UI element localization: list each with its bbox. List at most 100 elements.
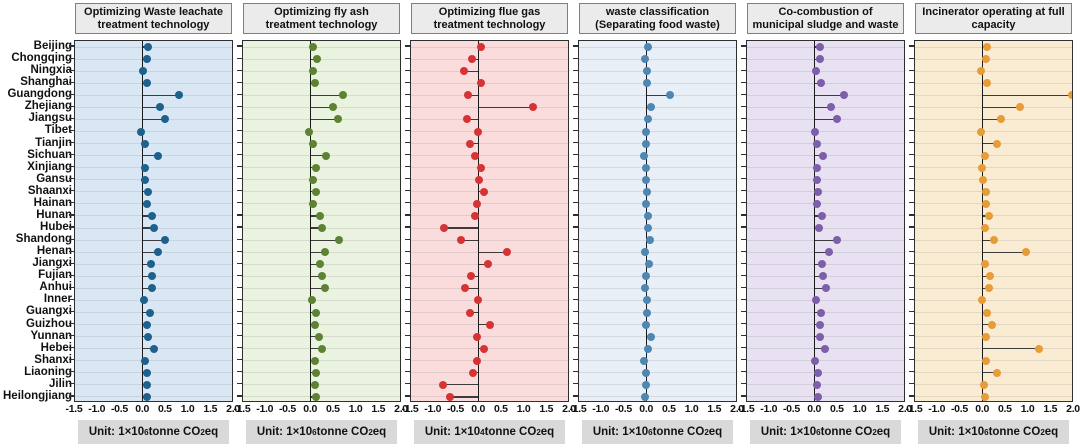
x-axis-tick-label: 1.0 [516,403,531,415]
gridline [579,167,736,169]
y-axis-tick [741,129,746,132]
gridline [579,118,736,120]
gridline [747,131,904,132]
x-axis-ticks: -1.5 -1.0 -0.5 0.0 0.5 1.0 1.5 2.0 [66,402,241,417]
data-point [175,91,184,100]
data-point [148,284,157,293]
y-axis-tick [573,274,578,276]
y-axis-tick [573,117,578,120]
unit-body: tonne CO [652,426,705,438]
y-axis-label: Tibet [44,124,72,137]
data-point [476,79,485,88]
y-axis-tick [237,178,242,180]
gridline [411,239,568,241]
y-axis-tick [909,190,914,192]
y-axis-tick [741,298,746,301]
lollipop-stem [982,348,1040,350]
y-axis-tick [741,190,746,192]
y-axis-tick [69,214,74,216]
y-axis-tick [405,383,410,385]
y-axis-tick [573,69,578,71]
data-point [155,103,164,112]
gridline [411,155,568,157]
y-axis-tick [909,141,914,144]
y-axis-tick [741,274,746,276]
y-axis-tick [405,129,410,132]
y-axis-tick [909,45,914,47]
lollipop-stem [310,336,319,338]
gridline [411,348,568,350]
y-axis-tick [237,286,242,288]
lollipop-stem [142,106,160,108]
unit-prefix: Unit: 1×10 [88,426,145,438]
x-axis-tick-label: 0.5 [661,403,676,415]
unit-suffix: eq [372,426,387,438]
data-point [141,139,150,148]
panel-title: Optimizing flue gas treatment technology [411,3,568,34]
x-axis-tick-label: 2.0 [562,403,576,415]
y-axis-label: Shandong [15,233,72,246]
gridline [579,106,736,108]
unit-label: Unit: 1×10 6 tonne CO 2 eq [750,420,901,444]
lollipop-stem [142,348,154,350]
gridline [75,131,232,132]
gridline [747,299,904,301]
data-point [334,236,343,245]
gridline [747,167,904,169]
x-axis-tick-label: -0.5 [110,403,128,415]
y-axis-tick [405,45,410,47]
data-point [144,332,153,341]
y-axis-tick [573,57,578,59]
y-axis-tick [741,178,746,180]
panel-title-line: treatment technology [433,18,546,31]
data-point [145,308,154,317]
lollipop-stem [142,94,180,96]
gridline [411,94,568,96]
y-axis-tick [741,57,746,59]
gridline [411,275,568,277]
y-axis-tick [405,81,410,83]
data-point [810,127,819,136]
panel-title: waste classification (Separating food was… [579,3,736,34]
data-point [473,332,482,341]
panel-title: Incinerator operating at full capacity [915,3,1072,34]
data-point [981,199,990,208]
x-axis-tick-label: 0.0 [639,403,653,415]
data-point [153,248,162,257]
y-axis-tick [69,322,74,325]
data-point [316,260,325,269]
data-point [466,308,475,317]
y-axis-label: Xinjiang [27,160,72,173]
x-axis-ticks: -1.5 -1.0 -0.5 0.0 0.5 1.0 1.5 2.0 [738,402,913,417]
data-point [985,211,994,220]
data-point [317,344,326,353]
y-axis-tick [741,322,746,325]
y-axis-tick [69,238,74,240]
gridline [579,324,736,326]
data-point [1068,91,1072,100]
y-axis-label: Inner [43,293,72,306]
data-point [320,284,329,293]
lollipop-stem [444,227,479,229]
y-axis-tick [909,371,914,373]
lollipop-stem [646,94,670,96]
lollipop-stem [814,94,845,96]
data-point [813,380,822,389]
gridline [747,82,904,84]
unit-exponent: 6 [312,427,317,437]
data-point [643,296,652,305]
data-point [642,380,651,389]
x-axis-tick-label: -1.0 [256,403,274,415]
x-axis-tick-label: 1.0 [1020,403,1035,415]
gridline [915,46,1072,48]
y-axis-tick [69,154,74,156]
y-axis-tick [69,141,74,144]
y-axis-tick [573,93,578,95]
data-point [643,43,652,52]
x-axis-tick-label: -1.0 [928,403,946,415]
y-axis-tick [237,117,242,120]
y-axis-tick [909,262,914,264]
data-point [317,272,326,281]
y-axis-tick [741,69,746,71]
x-axis-tick-label: -1.5 [233,403,251,415]
